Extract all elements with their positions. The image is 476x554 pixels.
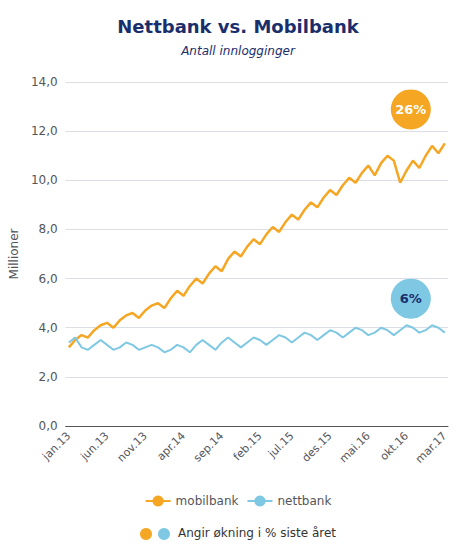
svg-text:2,0: 2,0 — [39, 370, 58, 384]
svg-text:nettbank: nettbank — [277, 494, 331, 508]
svg-text:26%: 26% — [395, 102, 426, 117]
svg-text:okt.16: okt.16 — [377, 429, 411, 463]
svg-text:6%: 6% — [400, 291, 422, 306]
svg-text:8,0: 8,0 — [39, 222, 58, 236]
svg-text:apr.14: apr.14 — [154, 429, 188, 463]
svg-text:sep.14: sep.14 — [191, 429, 226, 464]
svg-text:mobilbank: mobilbank — [176, 494, 239, 508]
svg-text:4,0: 4,0 — [39, 321, 58, 335]
svg-text:10,0: 10,0 — [31, 173, 58, 187]
svg-text:jan.13: jan.13 — [39, 429, 73, 463]
svg-text:14,0: 14,0 — [31, 75, 58, 89]
svg-text:6,0: 6,0 — [39, 272, 58, 286]
svg-text:mar.17: mar.17 — [413, 429, 449, 465]
svg-text:nov.13: nov.13 — [115, 429, 150, 464]
svg-text:des.15: des.15 — [299, 429, 334, 464]
svg-text:0,0: 0,0 — [39, 419, 58, 433]
svg-text:jun.13: jun.13 — [77, 429, 111, 463]
svg-text:jul.15: jul.15 — [265, 429, 296, 460]
svg-text:12,0: 12,0 — [31, 124, 58, 138]
svg-text:Angir økning i % siste året: Angir økning i % siste året — [178, 526, 336, 540]
svg-text:mai.16: mai.16 — [337, 429, 373, 465]
svg-text:Antall innlogginger: Antall innlogginger — [180, 44, 296, 58]
svg-text:feb.15: feb.15 — [231, 429, 265, 463]
svg-text:Nettbank vs. Mobilbank: Nettbank vs. Mobilbank — [117, 16, 359, 37]
svg-text:Millioner: Millioner — [7, 228, 21, 279]
